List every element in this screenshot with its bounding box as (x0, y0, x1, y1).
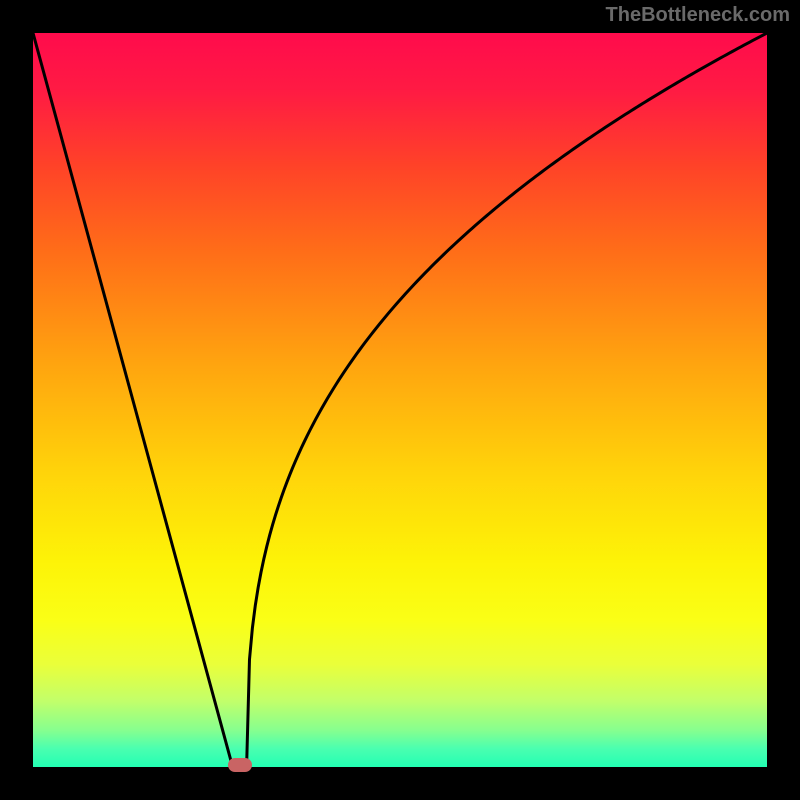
chart-container: TheBottleneck.com (0, 0, 800, 800)
plot-area (33, 33, 767, 767)
gradient-background (33, 33, 767, 767)
optimal-marker (228, 758, 252, 772)
watermark-text: TheBottleneck.com (606, 4, 790, 27)
